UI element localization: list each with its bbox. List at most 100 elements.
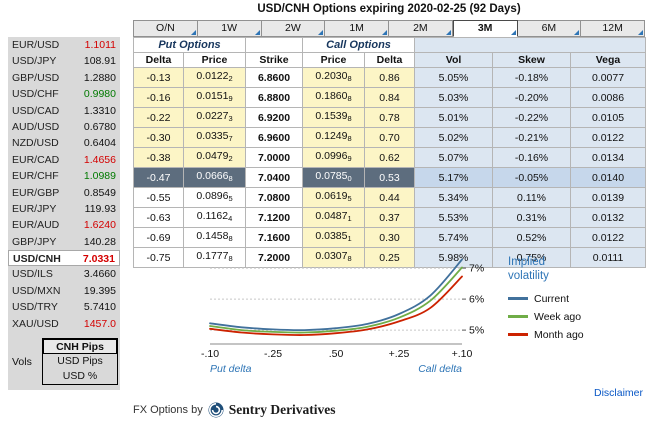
currency-pair-row[interactable]: AUD/USD 0.6780 <box>8 119 120 135</box>
put-delta-cell[interactable]: -0.22 <box>133 107 184 128</box>
put-price-cell[interactable]: 0.14588 <box>182 227 247 248</box>
currency-pair-row[interactable]: GBP/JPY 140.28 <box>8 234 120 250</box>
currency-pair-row[interactable]: EUR/JPY 119.93 <box>8 201 120 217</box>
pair-rate: 1457.0 <box>83 317 116 330</box>
currency-pair-row[interactable]: USD/JPY 108.91 <box>8 53 120 69</box>
legend-entry: Week ago <box>508 311 624 323</box>
call-delta-cell[interactable]: 0.53 <box>364 167 416 188</box>
vol-smile-svg: 5% 6% 7% -.10 -.25 .50 +.25 +.10 Put delta Call d… <box>201 258 484 375</box>
tenor-tab-1w[interactable]: 1W <box>197 20 262 37</box>
tenor-tab-6m[interactable]: 6M <box>517 20 582 37</box>
vols-unit-option[interactable]: USD % <box>62 370 98 383</box>
put-delta-cell[interactable]: -0.30 <box>133 127 184 148</box>
pair-rate: 1.4656 <box>83 153 116 166</box>
call-delta-cell[interactable]: 0.62 <box>364 147 416 168</box>
tenor-tab-on[interactable]: O/N <box>133 20 198 37</box>
call-price-cell[interactable]: 0.15398 <box>302 107 366 128</box>
call-price-cell[interactable]: 0.06195 <box>302 187 366 208</box>
put-price-cell[interactable]: 0.01519 <box>182 87 247 108</box>
currency-pair-row[interactable]: USD/ILS 3.4660 <box>8 266 120 282</box>
currency-pair-row[interactable]: XAU/USD 1457.0 <box>8 316 120 332</box>
put-delta-cell[interactable]: -0.55 <box>133 187 184 208</box>
call-delta-cell[interactable]: 0.86 <box>364 67 416 88</box>
price-main: 0.1458 <box>196 230 229 242</box>
tenor-tab-2w[interactable]: 2W <box>261 20 326 37</box>
call-delta-cell[interactable]: 0.25 <box>364 247 416 268</box>
pair-rate: 119.93 <box>84 202 116 215</box>
price-sub-digit: 8 <box>347 254 352 263</box>
call-options-header: Call Options <box>302 37 416 53</box>
pair-rate: 1.1011 <box>84 39 116 51</box>
put-price-cell[interactable]: 0.08965 <box>182 187 247 208</box>
tenor-tab-3m[interactable]: 3M <box>452 20 518 37</box>
call-price-cell[interactable]: 0.04871 <box>302 207 366 228</box>
call-price-cell[interactable]: 0.18608 <box>302 87 366 108</box>
put-delta-cell[interactable]: -0.38 <box>133 147 184 168</box>
skew-cell: -0.18% <box>492 67 572 88</box>
x-axis-caption-put-delta: Put delta <box>210 363 252 375</box>
price-main: 0.0151 <box>196 90 229 102</box>
call-price-cell[interactable]: 0.12498 <box>302 127 366 148</box>
currency-pair-row[interactable]: USD/CHF 0.9980 <box>8 86 120 102</box>
vol-cell: 5.34% <box>414 187 494 208</box>
call-price-cell[interactable]: 0.09969 <box>302 147 366 168</box>
col-header-skew: Skew <box>492 52 572 68</box>
put-delta-cell[interactable]: -0.69 <box>133 227 184 248</box>
call-price-cell[interactable]: 0.03078 <box>302 247 366 268</box>
pair-name: USD/MXN <box>12 284 61 297</box>
call-delta-cell[interactable]: 0.44 <box>364 187 416 208</box>
option-row: -0.75 0.17778 7.2000 0.03078 0.25 5.98% 0.75% 0… <box>133 247 647 268</box>
currency-pair-row[interactable]: USD/MXN 19.395 <box>8 283 120 299</box>
currency-pair-row[interactable]: EUR/CHF 1.0989 <box>8 168 120 184</box>
call-delta-cell[interactable]: 0.37 <box>364 207 416 228</box>
currency-pair-row[interactable]: EUR/CAD 1.4656 <box>8 152 120 168</box>
put-delta-cell[interactable]: -0.13 <box>133 67 184 88</box>
call-delta-cell[interactable]: 0.84 <box>364 87 416 108</box>
y-tick-label: 5% <box>469 325 484 337</box>
vols-unit-option[interactable]: USD Pips <box>57 355 103 368</box>
put-delta-cell[interactable]: -0.16 <box>133 87 184 108</box>
currency-pair-row[interactable]: USD/CNH 7.0331 <box>8 250 120 267</box>
call-delta-cell[interactable]: 0.78 <box>364 107 416 128</box>
brand-footer: FX Options by Sentry Derivatives <box>133 402 336 418</box>
price-main: 0.0385 <box>315 230 348 242</box>
option-row: -0.22 0.02273 6.9200 0.15398 0.78 5.01% -0.22%… <box>133 107 647 128</box>
currency-pair-row[interactable]: EUR/GBP 0.8549 <box>8 185 120 201</box>
pair-rate: 1.2880 <box>83 71 116 84</box>
put-price-cell[interactable]: 0.17778 <box>182 247 247 268</box>
put-delta-cell[interactable]: -0.63 <box>133 207 184 228</box>
price-main: 0.1249 <box>315 130 348 142</box>
currency-pair-row[interactable]: NZD/USD 0.6404 <box>8 135 120 151</box>
tenor-tab-2m[interactable]: 2M <box>389 20 453 37</box>
put-price-cell[interactable]: 0.02273 <box>182 107 247 128</box>
call-delta-cell[interactable]: 0.70 <box>364 127 416 148</box>
tab-corner-mark-icon <box>638 30 643 35</box>
currency-pair-row[interactable]: USD/TRY 5.7410 <box>8 299 120 315</box>
put-price-cell[interactable]: 0.06668 <box>182 167 247 188</box>
call-price-cell[interactable]: 0.20308 <box>302 67 366 88</box>
pair-name: EUR/JPY <box>12 202 57 215</box>
price-sub-digit: 9 <box>228 94 233 103</box>
disclaimer-link[interactable]: Disclaimer <box>593 387 643 399</box>
put-delta-cell[interactable]: -0.47 <box>133 167 184 188</box>
pair-name: EUR/CHF <box>12 170 59 183</box>
put-delta-cell[interactable]: -0.75 <box>133 247 184 268</box>
put-price-cell[interactable]: 0.11624 <box>182 207 247 228</box>
currency-pair-row[interactable]: EUR/USD 1.1011 <box>8 37 120 53</box>
pair-name: EUR/USD <box>12 39 60 51</box>
put-price-cell[interactable]: 0.01222 <box>182 67 247 88</box>
pair-rate: 0.6780 <box>83 120 116 133</box>
currency-pair-row[interactable]: GBP/USD 1.2880 <box>8 70 120 86</box>
currency-pair-row[interactable]: USD/CAD 1.3310 <box>8 103 120 119</box>
tenor-tab-12m[interactable]: 12M <box>581 20 645 37</box>
price-sub-digit: 9 <box>347 154 352 163</box>
brand-prefix: FX Options by <box>133 404 203 416</box>
vols-unit-option[interactable]: CNH Pips <box>43 339 117 355</box>
tenor-tabs: O/N 1W 2W 1M 2M 3M 6M 12M <box>133 20 645 37</box>
currency-pair-row[interactable]: EUR/AUD 1.6240 <box>8 217 120 233</box>
price-main: 0.0227 <box>196 110 229 122</box>
put-price-cell[interactable]: 0.03357 <box>182 127 247 148</box>
call-price-cell[interactable]: 0.07850 <box>302 167 366 188</box>
put-price-cell[interactable]: 0.04792 <box>182 147 247 168</box>
tenor-tab-1m[interactable]: 1M <box>325 20 389 37</box>
